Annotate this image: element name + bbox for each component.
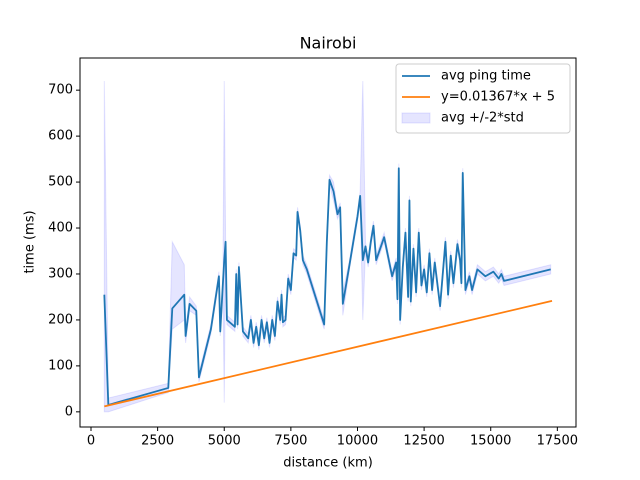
y-axis-label: time (ms) <box>23 210 38 273</box>
axes-frame <box>79 57 577 428</box>
y-tick-label: 200 <box>48 312 73 327</box>
y-tick-label: 500 <box>48 175 73 190</box>
x-tick-label: 17500 <box>537 434 578 449</box>
chart-title: Nairobi <box>300 34 357 53</box>
x-tick-label: 2500 <box>141 434 174 449</box>
legend-label: avg +/-2*std <box>441 111 524 126</box>
x-tick-label: 10000 <box>337 434 378 449</box>
legend-label: avg ping time <box>441 69 531 84</box>
legend-box <box>395 63 571 134</box>
plot-area <box>103 80 553 413</box>
x-tick-label: 15000 <box>470 434 511 449</box>
x-tick-label: 7500 <box>274 434 307 449</box>
x-tick-label: 0 <box>87 434 95 449</box>
y-tick-label: 100 <box>48 358 73 373</box>
series-line <box>104 299 553 408</box>
y-tick-label: 400 <box>48 221 73 236</box>
y-tick-label: 300 <box>48 266 73 281</box>
x-tick-label: 12500 <box>403 434 444 449</box>
y-tick-label: 600 <box>48 129 73 144</box>
legend-swatch <box>401 112 431 124</box>
x-axis-label: distance (km) <box>283 456 373 471</box>
x-tick-label: 5000 <box>208 434 241 449</box>
legend-label: y=0.01367*x + 5 <box>441 90 555 105</box>
series-line <box>103 167 551 406</box>
y-tick-label: 700 <box>48 83 73 98</box>
y-tick-label: 0 <box>65 404 73 419</box>
